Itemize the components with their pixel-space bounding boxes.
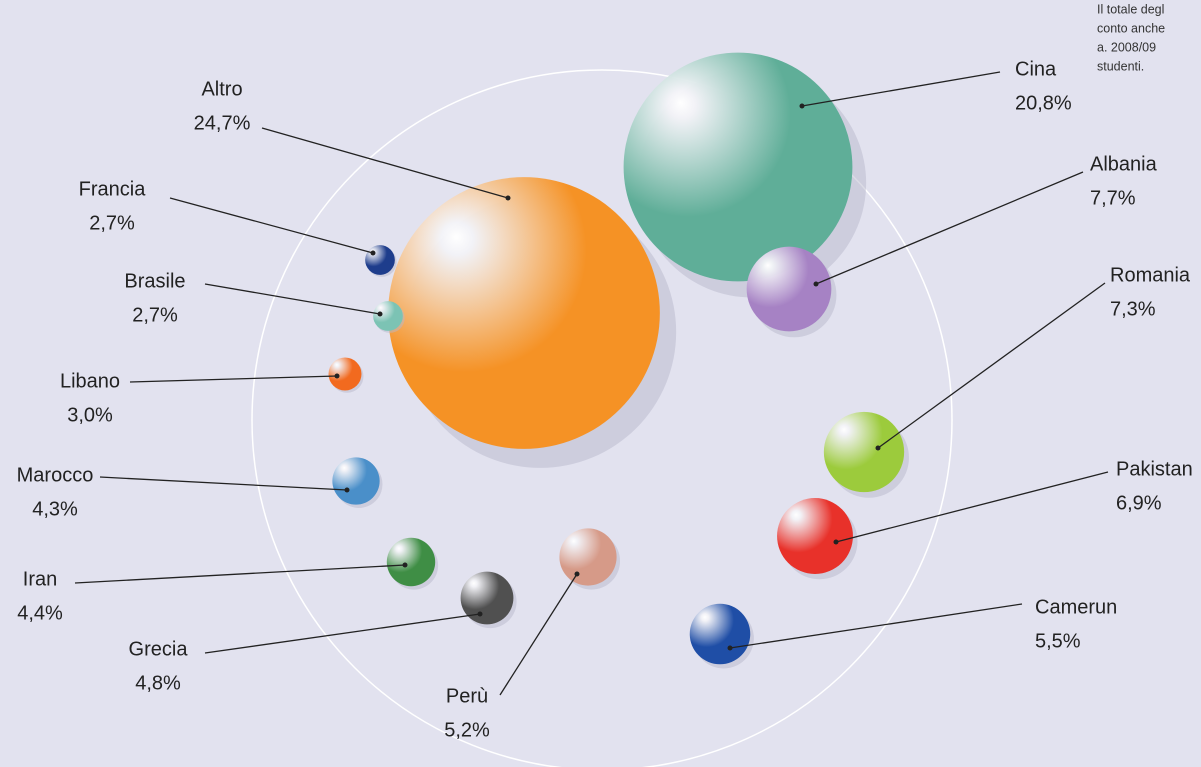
leader-dot [377,311,383,317]
bubble [777,498,853,574]
leader-line [877,282,1106,449]
category-label: Albania [1090,153,1158,175]
category-label: Marocco [17,464,94,486]
bubble [623,52,853,282]
leader-dot [477,611,483,617]
leader-dot [813,281,819,287]
value-label: 2,7% [89,212,135,234]
category-label: Brasile [124,270,185,292]
bubble [689,603,751,665]
value-label: 7,3% [1110,298,1156,320]
leader-line [261,127,509,199]
leader-dot [875,445,881,451]
leader-dot [334,373,340,379]
value-label: 6,9% [1116,492,1162,514]
leader-line [801,71,1001,107]
leader-dot [833,539,839,545]
leader-dot [799,103,805,109]
leader-line [204,283,381,315]
value-label: 20,8% [1015,92,1072,114]
bubble [388,177,660,449]
leader-line [815,171,1084,285]
leader-dot [574,571,580,577]
note: conto anche [1097,21,1165,35]
category-label: Camerun [1035,596,1117,618]
value-label: 3,0% [67,404,113,426]
leader-dot [344,487,350,493]
category-label: Libano [60,370,120,392]
leader-line [74,564,406,584]
frame-circle [251,69,953,767]
leader-dot [370,250,376,256]
leader-line [729,603,1023,649]
category-label: Grecia [129,638,189,660]
bubble [559,528,617,586]
value-label: 4,8% [135,672,181,694]
note: a. 2008/09 [1097,40,1156,54]
leader-line [835,471,1109,543]
note: studenti. [1097,59,1144,73]
bubble [328,357,362,391]
category-label: Cina [1015,58,1057,80]
value-label: 24,7% [194,112,251,134]
category-label: Romania [1110,264,1191,286]
bubble [365,245,395,275]
category-label: Francia [79,178,147,200]
value-label: 7,7% [1090,187,1136,209]
leader-line [129,375,338,383]
leader-line [99,476,348,491]
category-label: Perù [446,685,488,707]
bubble [746,246,832,332]
value-label: 4,4% [17,602,63,624]
value-label: 2,7% [132,304,178,326]
leader-dot [505,195,511,201]
category-label: Altro [201,78,242,100]
value-label: 5,2% [444,719,490,741]
value-label: 5,5% [1035,630,1081,652]
category-label: Pakistan [1116,458,1193,480]
bubble [373,301,403,331]
note: Il totale degl [1097,2,1164,16]
bubble [332,457,380,505]
leader-dot [402,562,408,568]
leader-line [169,197,374,254]
bubble [823,411,905,493]
value-label: 4,3% [32,498,78,520]
leader-dot [727,645,733,651]
leader-line [204,613,481,654]
bubble [460,571,514,625]
leader-line [499,573,578,696]
bubble [386,537,436,587]
category-label: Iran [23,568,57,590]
